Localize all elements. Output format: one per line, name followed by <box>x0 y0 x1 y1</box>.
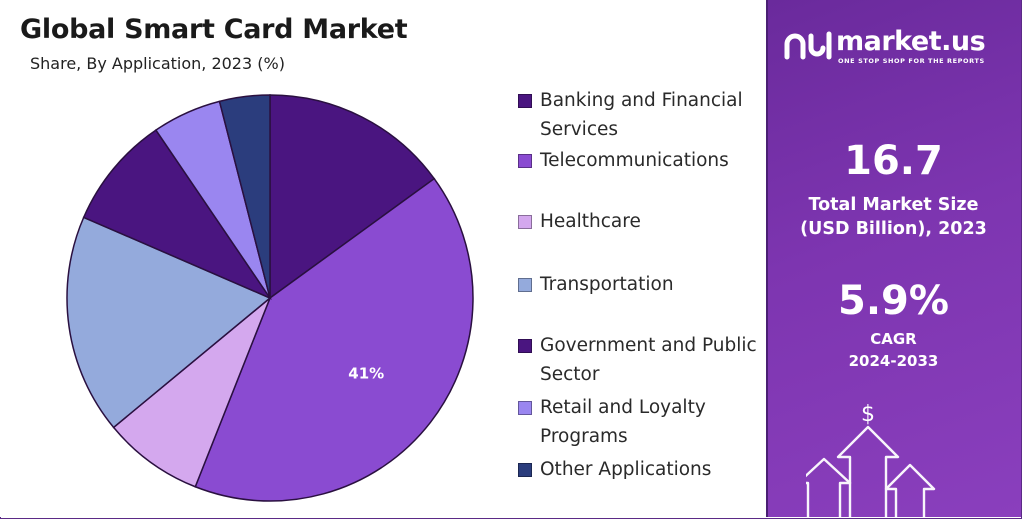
legend-swatch <box>518 278 532 292</box>
legend-label: Healthcare <box>540 211 641 232</box>
pie-chart: 41% <box>66 94 474 502</box>
cagr-value: 5.9% <box>838 278 949 324</box>
pie-slice-other-applications <box>218 94 271 299</box>
chart-subtitle: Share, By Application, 2023 (%) <box>30 54 285 73</box>
legend-label: Government and Public Sector <box>540 335 757 385</box>
legend-swatch <box>518 401 532 415</box>
legend-swatch <box>518 339 532 353</box>
market-size-label-line2: (USD Billion), 2023 <box>800 219 987 239</box>
pie-slice-transportation <box>66 216 272 429</box>
legend-swatch <box>518 463 532 477</box>
pie-slice-telecommunications <box>194 177 474 502</box>
legend-label: Banking and Financial Services <box>540 90 743 140</box>
dollar-icon: $ <box>861 402 875 427</box>
pie-data-label: 41% <box>348 365 384 383</box>
legend-swatch <box>518 215 532 229</box>
chart-title: Global Smart Card Market <box>20 14 408 45</box>
stats-panel: market.us ONE STOP SHOP FOR THE REPORTS … <box>766 0 1021 517</box>
panel-divider <box>766 0 768 517</box>
legend-swatch <box>518 154 532 168</box>
chart-area: Global Smart Card Market Share, By Appli… <box>20 14 757 502</box>
cagr-label-line1: CAGR <box>870 330 917 348</box>
legend-label: Transportation <box>540 274 674 295</box>
logo-text: market.us <box>836 26 986 57</box>
cagr-label: CAGR 2024-2033 <box>766 328 1021 372</box>
market-size-value: 16.7 <box>844 138 943 184</box>
logo-icon <box>784 31 832 60</box>
legend-swatch <box>518 94 532 108</box>
logo-tagline: ONE STOP SHOP FOR THE REPORTS <box>838 57 985 65</box>
legend-label: Telecommunications <box>540 150 729 171</box>
pie-slice-banking-and-financial-services <box>269 94 436 300</box>
market-size-label-line1: Total Market Size <box>808 195 979 215</box>
legend-label: Other Applications <box>540 459 712 480</box>
brand-logo: market.us ONE STOP SHOP FOR THE REPORTS <box>784 26 1009 66</box>
growth-arrows-icon: $ <box>806 402 936 517</box>
legend-label: Retail and Loyalty Programs <box>540 397 706 447</box>
cagr-period: 2024-2033 <box>848 352 939 370</box>
market-size-label: Total Market Size (USD Billion), 2023 <box>766 193 1021 241</box>
pie-slice-healthcare <box>112 297 271 488</box>
pie-slice-government-and-public-sector <box>82 129 273 300</box>
